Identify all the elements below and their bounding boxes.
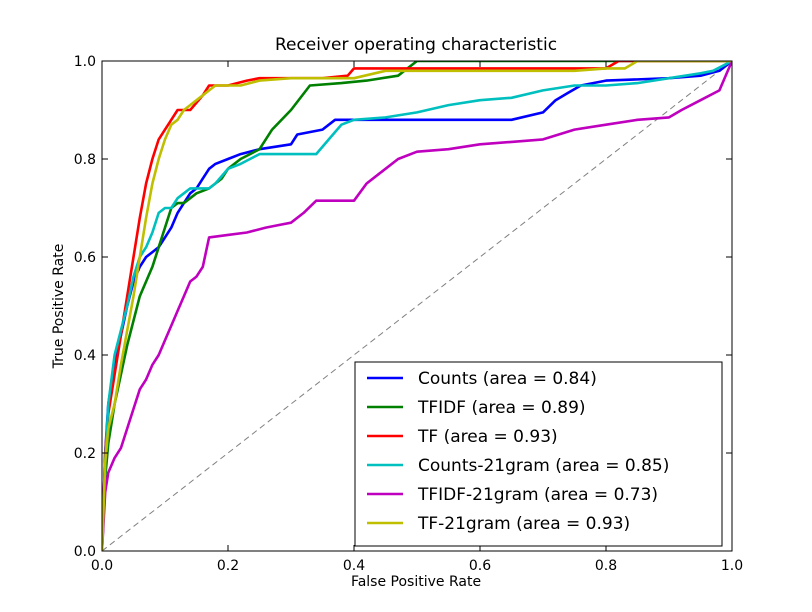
- chart-title: Receiver operating characteristic: [275, 35, 557, 55]
- plot-area: 0.0 0.2 0.4 0.6 0.8 1.0 0.0 0.2 0.4 0.6 0.8 1.0: [74, 54, 743, 574]
- legend-label-5: TFIDF-21gram (area = 0.73): [417, 485, 658, 505]
- legend-label-4: Counts-21gram (area = 0.85): [418, 456, 669, 476]
- legend-label-2: TFIDF (area = 0.89): [417, 398, 586, 418]
- plot-frame: [101, 60, 733, 552]
- series-line-2: [102, 61, 732, 551]
- legend: Counts (area = 0.84) TFIDF (area = 0.89) T…: [354, 361, 723, 547]
- series-line-6: [102, 61, 732, 551]
- x-tick-label: 0.6: [469, 558, 491, 574]
- series-lines: [102, 61, 732, 551]
- series-line-3: [102, 61, 732, 551]
- x-tick-label: 1.0: [721, 558, 743, 574]
- legend-label-3: TF (area = 0.93): [417, 427, 558, 447]
- y-tick-label: 0.8: [74, 152, 96, 168]
- legend-box: [354, 361, 723, 547]
- y-axis-title: True Positive Rate: [51, 244, 67, 370]
- y-tick-label: 1.0: [74, 54, 96, 70]
- x-tick-label: 0.4: [343, 558, 365, 574]
- legend-label-6: TF-21gram (area = 0.93): [417, 514, 630, 534]
- x-tick-label: 0.0: [91, 558, 113, 574]
- y-tick-label: 0.2: [74, 446, 96, 462]
- reference-diagonal-line: [101, 60, 733, 552]
- legend-label-1: Counts (area = 0.84): [418, 369, 597, 389]
- y-tick-label: 0.6: [74, 250, 96, 266]
- y-tick-label: 0.0: [74, 544, 96, 560]
- series-line-5: [102, 61, 732, 551]
- x-tick-label: 0.8: [595, 558, 617, 574]
- x-axis-title: False Positive Rate: [351, 574, 481, 590]
- y-tick-label: 0.4: [74, 348, 96, 364]
- x-tick-label: 0.2: [217, 558, 239, 574]
